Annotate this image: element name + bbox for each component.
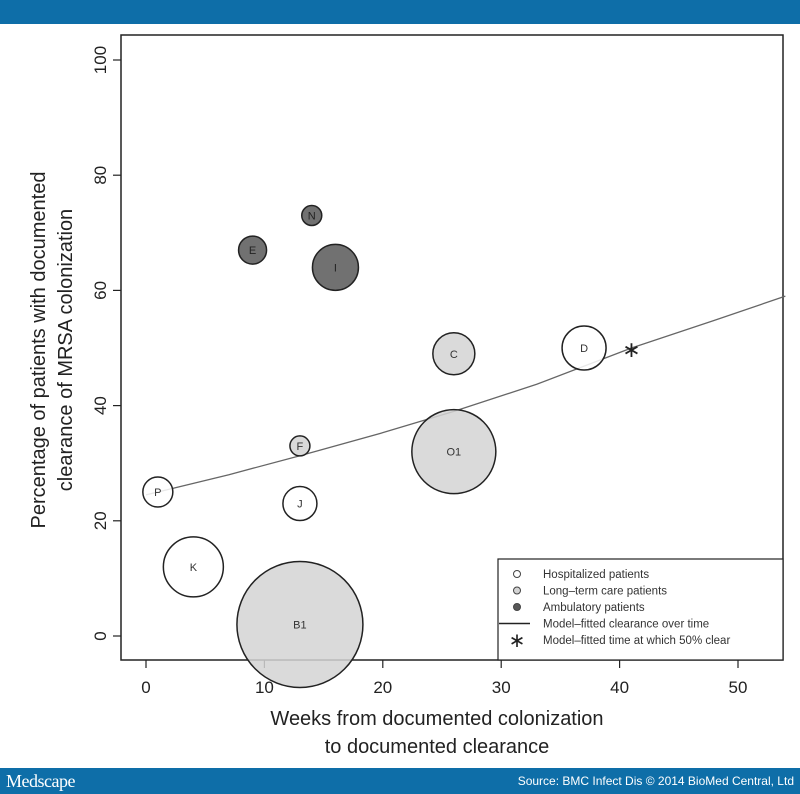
y-tick-label: 20 (91, 511, 110, 530)
fifty-percent-star-marker: ∗ (622, 337, 640, 362)
x-tick-label: 40 (610, 678, 629, 697)
bubble-n (301, 204, 323, 227)
legend-label: Hospitalized patients (543, 569, 649, 581)
y-tick-label: 0 (91, 631, 110, 640)
bubble-e (237, 235, 268, 265)
bubble-b1 (236, 560, 364, 689)
x-axis-label-line2: to documented clearance (325, 736, 550, 758)
bubble-label: F (297, 441, 304, 453)
y-axis-label-line2: clearance of MRSA colonization (55, 209, 77, 491)
bubble-label: B1 (293, 619, 306, 631)
legend-label: Ambulatory patients (543, 602, 645, 614)
bubble-d (561, 325, 607, 371)
x-tick-label: 30 (492, 678, 511, 697)
legend: Hospitalized patients Long–term care pati… (497, 558, 784, 661)
bubble-i (311, 243, 360, 292)
x-tick-label: 0 (141, 678, 150, 697)
x-tick-label: 50 (729, 678, 748, 697)
bubble-o1 (411, 408, 497, 495)
legend-star-icon: ∗ (509, 630, 526, 652)
bubble-p (142, 476, 174, 508)
footer-bar: Medscape Source: BMC Infect Dis © 2014 B… (0, 768, 800, 794)
bubble-label: J (297, 499, 303, 511)
medscape-logo[interactable]: Medscape (6, 771, 75, 791)
legend-box (497, 558, 784, 661)
source-credit: Source: BMC Infect Dis © 2014 BioMed Cen… (517, 774, 794, 788)
legend-long_term-icon (513, 586, 521, 595)
bubble-label: I (334, 262, 337, 274)
y-tick-label: 40 (91, 396, 110, 415)
legend-hospitalized-icon (513, 570, 521, 578)
top-banner (0, 0, 800, 24)
bubble-c (432, 332, 476, 376)
x-tick-label: 20 (373, 678, 392, 697)
x-tick-label: 10 (255, 678, 274, 697)
legend-label: Model–fitted clearance over time (543, 619, 709, 631)
plot-frame (120, 34, 784, 661)
bubble-label: E (249, 245, 256, 257)
bubble-label: C (450, 349, 458, 361)
bubble-label: K (190, 562, 198, 574)
legend-ambulatory-icon (513, 603, 521, 611)
y-tick-label: 80 (91, 166, 110, 185)
bubble-f (289, 435, 311, 457)
bubble-label: O1 (446, 447, 461, 459)
legend-label: Long–term care patients (543, 586, 667, 598)
x-axis-label-line1: Weeks from documented colonization (270, 708, 603, 730)
bubble-label: D (580, 343, 588, 355)
bubble-j (282, 485, 318, 522)
y-tick-label: 60 (91, 281, 110, 300)
bubble-k (162, 536, 225, 598)
bubble-label: P (154, 487, 161, 499)
legend-label: Model–fitted time at which 50% clear (543, 635, 730, 647)
y-tick-label: 100 (91, 46, 110, 74)
bubble-label: N (308, 211, 316, 223)
y-axis-label-line1: Percentage of patients with documented (28, 172, 50, 529)
